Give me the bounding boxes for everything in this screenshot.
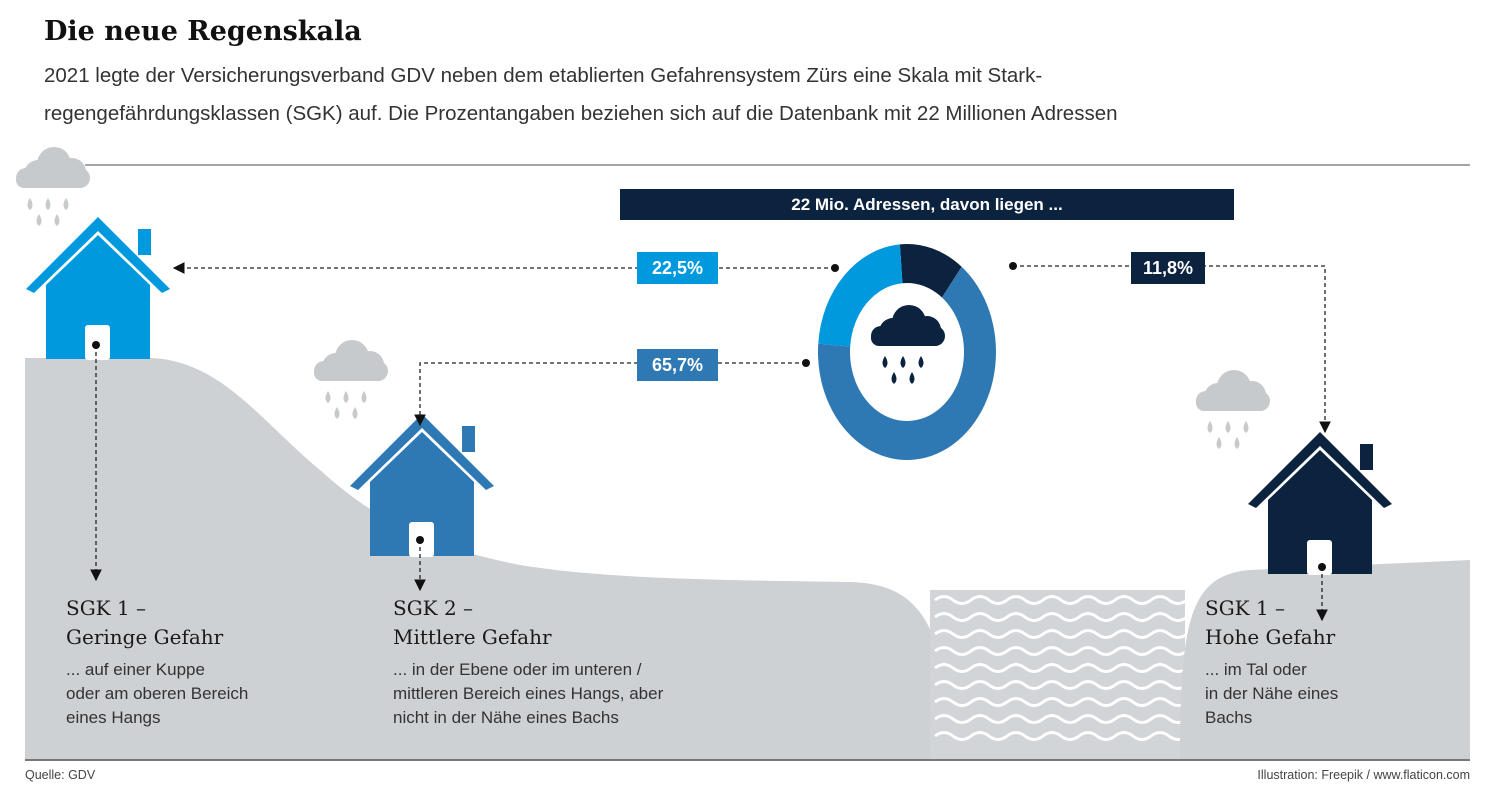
rain-cloud-icon-center — [871, 305, 945, 384]
class-block-low: SGK 1 – Geringe Gefahr ... auf einer Kup… — [66, 594, 248, 730]
class-subtitle: Mittlere Gefahr — [393, 625, 552, 649]
percent-label-low: 22,5% — [637, 252, 718, 284]
percent-label-mid: 65,7% — [637, 349, 718, 381]
wave-line — [934, 714, 1188, 724]
donut-slice — [818, 244, 903, 347]
house-icon-mid-risk — [350, 414, 494, 557]
wave-line — [934, 595, 1188, 605]
class-title: SGK 2 – — [393, 596, 474, 620]
class-desc: mittleren Bereich eines Hangs, aber — [393, 684, 664, 703]
river-waves — [934, 595, 1188, 741]
rain-cloud-icon — [314, 340, 388, 419]
house-icon-high-risk — [1248, 432, 1392, 575]
class-block-mid: SGK 2 – Mittlere Gefahr ... in der Ebene… — [393, 594, 663, 730]
rain-cloud-icon — [16, 147, 90, 226]
class-subtitle: Hohe Gefahr — [1205, 625, 1336, 649]
right-bank-ground — [1180, 560, 1470, 760]
subtitle-line: 2021 legte der Versicherungsverband GDV … — [44, 64, 1043, 87]
wave-line — [934, 697, 1188, 707]
class-desc: Bachs — [1205, 708, 1253, 727]
class-desc: nicht in der Nähe eines Bachs — [393, 708, 619, 727]
wave-line — [934, 646, 1188, 656]
percent-label-high: 11,8% — [1131, 252, 1205, 284]
illustration-credit: Illustration: Freepik / www.flaticon.com — [1257, 768, 1470, 782]
hill-ground — [25, 358, 955, 760]
wave-line — [934, 629, 1188, 639]
wave-line — [934, 663, 1188, 673]
wave-line — [934, 731, 1188, 741]
class-desc: ... in der Ebene oder im unteren / — [393, 660, 642, 679]
river — [930, 590, 1185, 760]
wave-line — [934, 612, 1188, 622]
rain-cloud-icon — [1196, 370, 1270, 449]
class-desc: eines Hangs — [66, 708, 161, 727]
class-subtitle: Geringe Gefahr — [66, 625, 224, 649]
subtitle-line: regengefährdungsklassen (SGK) auf. Die P… — [44, 102, 1118, 125]
wave-line — [934, 680, 1188, 690]
donut-slice — [818, 266, 997, 461]
page-title: Die neue Regenskala — [44, 16, 362, 47]
source-note: Quelle: GDV — [25, 768, 96, 782]
class-desc: oder am oberen Bereich — [66, 684, 249, 703]
donut-chart — [818, 244, 997, 461]
class-desc: ... auf einer Kuppe — [66, 660, 205, 679]
class-desc: in der Nähe eines — [1205, 684, 1339, 703]
class-desc: ... im Tal oder — [1205, 660, 1307, 679]
class-title: SGK 1 – — [66, 596, 147, 620]
house-icon-low-risk — [26, 217, 170, 360]
class-block-high: SGK 1 – Hohe Gefahr ... im Tal oder in d… — [1205, 594, 1338, 730]
connector-dots — [92, 262, 1326, 571]
class-title: SGK 1 – — [1205, 596, 1286, 620]
chart-header: 22 Mio. Adressen, davon liegen ... — [620, 189, 1234, 220]
donut-slice — [899, 244, 962, 298]
